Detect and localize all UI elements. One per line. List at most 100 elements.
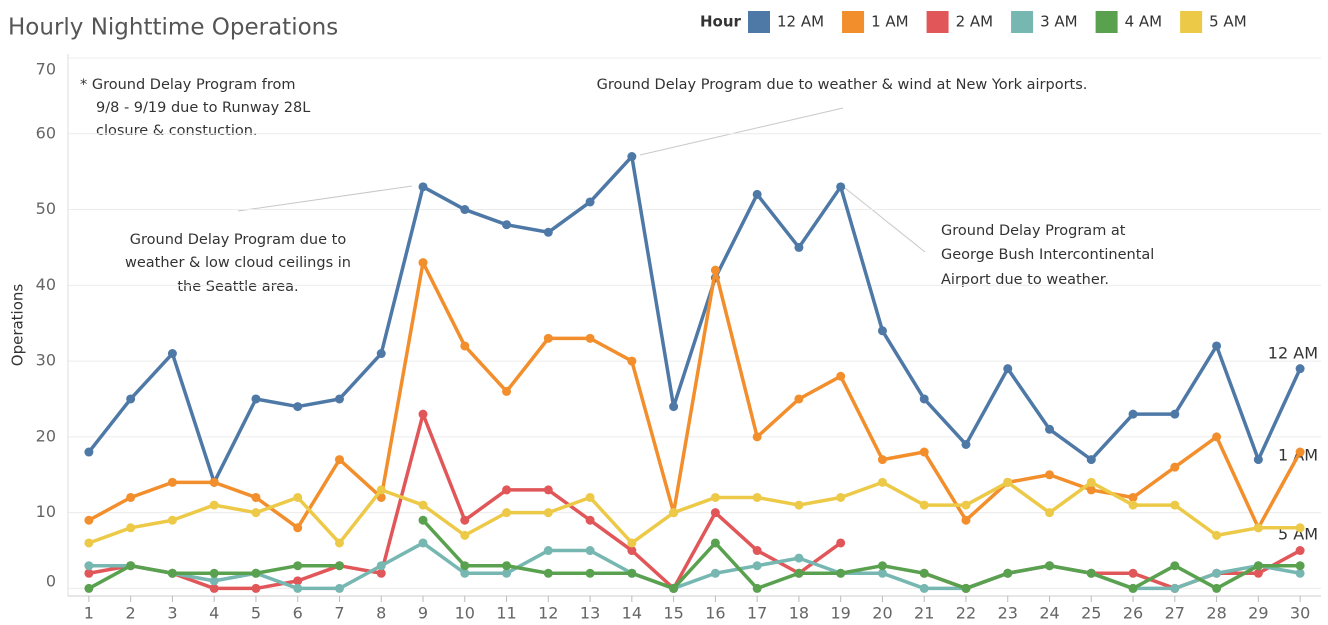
data-point xyxy=(1128,492,1138,502)
data-point xyxy=(543,508,553,518)
data-point xyxy=(752,583,762,593)
data-point xyxy=(836,182,846,192)
data-point xyxy=(1170,561,1180,571)
data-point xyxy=(752,492,762,502)
data-point xyxy=(293,561,303,571)
data-point xyxy=(1295,523,1305,533)
legend-swatch xyxy=(1180,11,1203,33)
data-point xyxy=(543,485,553,495)
data-point xyxy=(1212,530,1222,540)
annotation: the Seattle area. xyxy=(177,279,298,295)
data-point xyxy=(84,568,94,578)
data-point xyxy=(460,568,470,578)
data-point xyxy=(1045,424,1055,434)
data-point xyxy=(543,333,553,343)
x-tick-label: 25 xyxy=(1081,604,1101,623)
x-tick-label: 1 xyxy=(84,604,94,623)
series-line xyxy=(88,480,1301,545)
data-point xyxy=(251,568,261,578)
data-point xyxy=(1003,568,1013,578)
data-point xyxy=(293,492,303,502)
data-point xyxy=(1003,364,1013,374)
series-line xyxy=(421,519,1301,591)
data-point xyxy=(710,265,720,275)
data-point xyxy=(84,538,94,548)
data-point xyxy=(460,561,470,571)
data-point xyxy=(752,546,762,556)
data-point xyxy=(961,439,971,449)
data-point xyxy=(1045,508,1055,518)
data-point xyxy=(126,492,136,502)
series-end-label: 12 AM xyxy=(1268,344,1318,363)
data-point xyxy=(502,508,512,518)
x-tick-label: 10 xyxy=(455,604,475,623)
data-point xyxy=(293,523,303,533)
data-point xyxy=(126,523,136,533)
data-point xyxy=(418,409,428,419)
data-point xyxy=(1170,500,1180,510)
data-point xyxy=(460,205,470,215)
y-tick-label: 0 xyxy=(46,572,56,591)
data-point xyxy=(1128,409,1138,419)
data-point xyxy=(1170,462,1180,472)
data-point xyxy=(1086,568,1096,578)
data-point xyxy=(460,515,470,525)
data-point xyxy=(1253,568,1263,578)
data-point xyxy=(126,561,136,571)
data-point xyxy=(167,568,177,578)
legend-label: 1 AM xyxy=(871,13,909,31)
legend-label: 12 AM xyxy=(777,13,824,31)
data-point xyxy=(877,568,887,578)
data-point xyxy=(585,333,595,343)
data-point xyxy=(627,152,637,162)
data-point xyxy=(961,583,971,593)
data-point xyxy=(627,538,637,548)
x-tick-label: 11 xyxy=(496,604,516,623)
data-point xyxy=(126,394,136,404)
x-tick-label: 18 xyxy=(789,604,809,623)
data-point xyxy=(209,576,219,586)
data-point xyxy=(376,561,386,571)
data-point xyxy=(919,583,929,593)
data-point xyxy=(209,583,219,593)
legend: 12 AM 1 AM 2 AM 3 AM 4 AM 5 AM xyxy=(748,11,1247,33)
annotation: closure & constuction. xyxy=(96,123,258,139)
data-point xyxy=(502,485,512,495)
data-point xyxy=(502,568,512,578)
data-point xyxy=(418,500,428,510)
x-tick-label: 7 xyxy=(334,604,344,623)
y-tick-label: 10 xyxy=(36,502,56,521)
annotation-connector xyxy=(844,187,926,253)
legend-label: 3 AM xyxy=(1040,13,1078,31)
x-tick-label: 20 xyxy=(872,604,892,623)
legend-swatch xyxy=(1011,11,1034,33)
data-point xyxy=(502,386,512,396)
data-point xyxy=(251,583,261,593)
legend-swatch xyxy=(1095,11,1118,33)
annotation-connector xyxy=(639,107,844,156)
data-point xyxy=(84,583,94,593)
y-tick-label: 70 xyxy=(36,60,56,79)
data-point xyxy=(794,242,804,252)
annotation: Ground Delay Program due to weather & wi… xyxy=(597,77,1088,93)
y-tick-label: 60 xyxy=(36,123,56,142)
data-point xyxy=(1086,455,1096,465)
data-point xyxy=(627,356,637,366)
data-point xyxy=(961,500,971,510)
data-point xyxy=(1128,568,1138,578)
data-point xyxy=(209,568,219,578)
data-point xyxy=(84,447,94,457)
data-point xyxy=(209,477,219,487)
data-point xyxy=(752,432,762,442)
data-point xyxy=(585,515,595,525)
data-point xyxy=(1003,477,1013,487)
data-point xyxy=(836,538,846,548)
series-line xyxy=(88,260,1302,530)
data-point xyxy=(1212,568,1222,578)
x-tick-label: 5 xyxy=(251,604,261,623)
data-point xyxy=(710,508,720,518)
data-point xyxy=(669,402,679,412)
x-tick-label: 24 xyxy=(1039,604,1059,623)
data-point xyxy=(627,568,637,578)
x-tick-label: 15 xyxy=(663,604,683,623)
